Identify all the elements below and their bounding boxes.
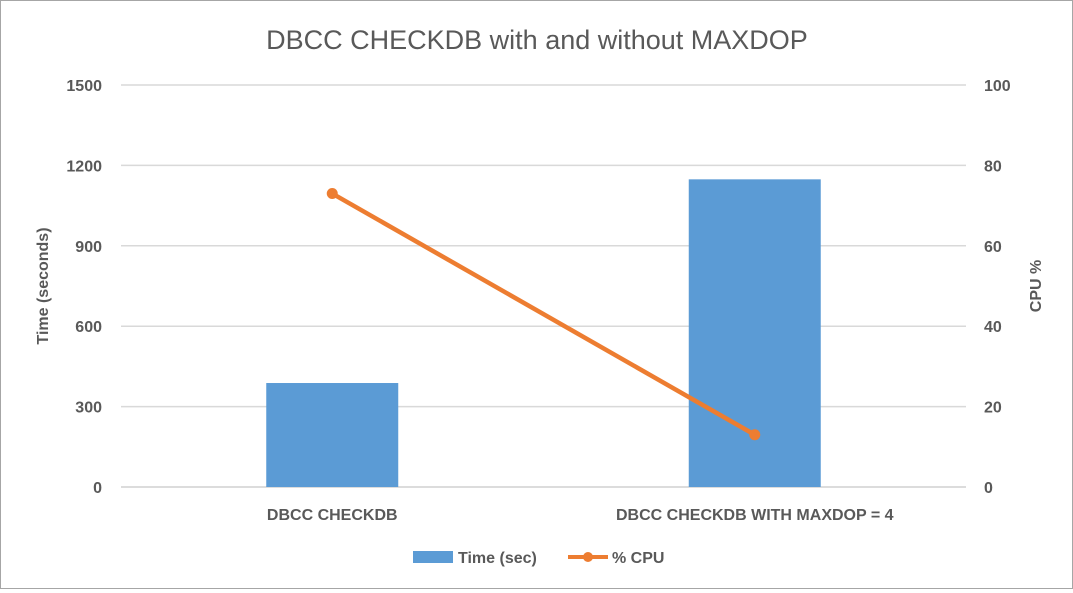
y-tick-label: 300 — [75, 400, 102, 417]
legend-swatch-time — [413, 551, 453, 563]
y-right-tick-label: 20 — [984, 400, 1002, 417]
y-right-tick-label: 0 — [984, 480, 993, 497]
y-axis-label: Time (seconds) — [35, 227, 52, 344]
legend-label-time: Time (sec) — [458, 550, 537, 567]
y-right-tick-label: 60 — [984, 239, 1002, 256]
y-axis-right-label: CPU % — [1028, 260, 1045, 312]
cpu-line — [331, 191, 756, 437]
y-tick-label: 0 — [93, 480, 102, 497]
legend-swatch-cpu-marker — [583, 552, 593, 562]
x-tick-label: DBCC CHECKDB — [267, 507, 398, 524]
cpu-point — [326, 188, 338, 200]
bar-time — [688, 179, 821, 487]
bar-time — [266, 383, 399, 487]
y-tick-label: 1500 — [66, 78, 102, 95]
y-right-tick-label: 80 — [984, 158, 1002, 175]
y-tick-label: 600 — [75, 319, 102, 336]
y-tick-label: 900 — [75, 239, 102, 256]
y-tick-label: 1200 — [66, 158, 102, 175]
chart-title: DBCC CHECKDB with and without MAXDOP — [266, 25, 808, 55]
y-right-tick-label: 40 — [984, 319, 1002, 336]
legend: Time (sec) % CPU — [413, 550, 664, 567]
x-tick-label: DBCC CHECKDB WITH MAXDOP = 4 — [616, 507, 894, 524]
cpu-point — [749, 429, 761, 441]
y-right-tick-label: 100 — [984, 78, 1011, 95]
legend-label-cpu: % CPU — [612, 550, 664, 567]
